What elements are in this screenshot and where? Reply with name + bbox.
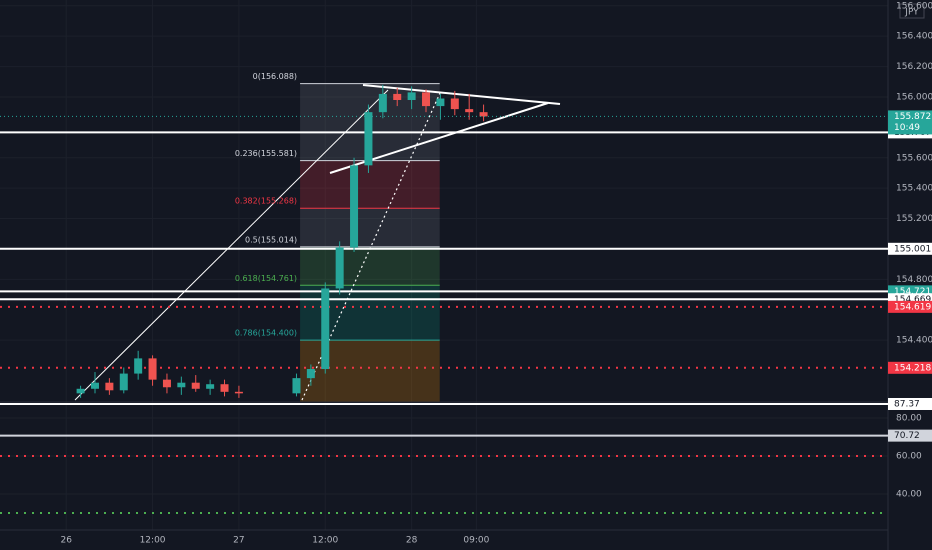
candle-body (234, 391, 243, 394)
level-label-box (888, 429, 932, 442)
x-tick-label: 28 (406, 536, 418, 546)
y-tick-label: 156.400 (896, 32, 932, 42)
currency: JPY (904, 8, 919, 18)
candle-body (206, 384, 215, 389)
y-tick-label: 155.600 (896, 153, 932, 163)
level-label: 154.721 (894, 287, 931, 297)
y-tick-label: 154.800 (896, 275, 932, 285)
candle-body (134, 358, 143, 374)
candle-body (422, 92, 431, 107)
candle-body (364, 112, 373, 166)
y-tick-label: 154.400 (896, 336, 932, 346)
x-tick-label: 26 (60, 536, 72, 546)
y-tick-label: 156.200 (896, 62, 932, 72)
triangle-upper (362, 84, 561, 105)
candle-body (105, 382, 114, 391)
x-tick-label: 09:00 (463, 536, 489, 546)
fib-band (300, 246, 440, 286)
candle-body (119, 373, 128, 391)
y-tick-label: 156.600 (896, 1, 932, 11)
y-tick-label: 80.00 (896, 413, 922, 423)
candle-body (306, 369, 315, 379)
y-tick-label: 155.200 (896, 214, 932, 224)
level-label: 70.72 (894, 431, 920, 441)
fib-band (300, 340, 440, 402)
level-label: 154.218 (894, 363, 931, 373)
level-label-box (888, 397, 932, 410)
y-tick-label: 60.00 (896, 451, 922, 461)
candle-body (378, 93, 387, 113)
candle-body (76, 388, 85, 394)
x-tick-label: 12:00 (312, 536, 338, 546)
fib-label: 0.618(154.761) (235, 274, 297, 283)
candle-body (407, 92, 416, 101)
candle-body (220, 384, 229, 392)
level-label-box (888, 300, 932, 313)
candle-body (479, 112, 488, 117)
candle-body (292, 378, 301, 394)
fib-label: 0.5(155.014) (245, 235, 297, 244)
candle-body (393, 93, 402, 101)
candle-body (177, 382, 186, 388)
candle-body (335, 247, 344, 289)
fib-label: 0.786(154.400) (235, 329, 297, 338)
fib-band (300, 208, 440, 247)
candle-body (321, 288, 330, 370)
candle-body (350, 165, 359, 248)
x-tick-label: 27 (233, 536, 244, 546)
candle-body (450, 98, 459, 110)
candle-body (148, 358, 157, 380)
y-tick-label: 156.000 (896, 92, 932, 102)
last-price-box (888, 110, 932, 135)
currency-box (899, 3, 925, 19)
x-tick-label: 12:00 (140, 536, 166, 546)
fib-band (300, 160, 440, 209)
y-tick-label: 40.00 (896, 489, 922, 499)
candle-body (191, 382, 200, 389)
countdown: 10:49 (894, 123, 920, 133)
fib-band (300, 285, 440, 341)
fib-label: 0(156.088) (253, 72, 297, 81)
candle-body (436, 98, 445, 107)
fib-label: 0.236(155.581) (235, 149, 297, 158)
level-label-box (888, 361, 932, 374)
level-label: 155.001 (894, 244, 931, 254)
candle-body (90, 382, 99, 389)
level-label: 154.619 (894, 302, 931, 312)
fib-label: 0.382(155.268) (235, 197, 297, 206)
candle-body (162, 379, 171, 388)
y-tick-label: 155.400 (896, 184, 932, 194)
trend-line (74, 89, 389, 401)
candle-body (465, 109, 474, 113)
level-label: 87.37 (894, 399, 920, 409)
last-price: 155.872 (894, 112, 931, 122)
level-label: 154.669 (894, 295, 931, 305)
level-label-box (888, 242, 932, 255)
